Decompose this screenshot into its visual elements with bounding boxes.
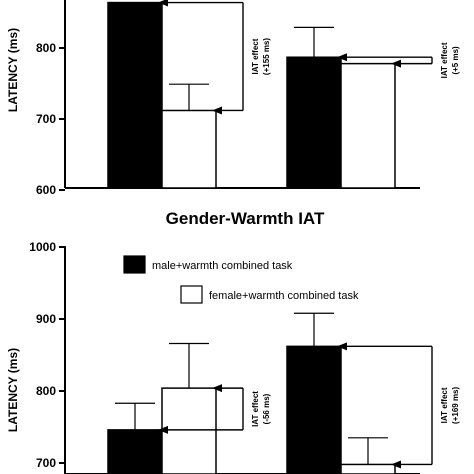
- annotation-arrowhead: [337, 53, 347, 62]
- annotation-arrowhead: [391, 460, 401, 469]
- y-tick-label: 800: [36, 41, 56, 55]
- legend-label: male+warmth combined task: [152, 260, 293, 272]
- annotation-label: IAT effect: [251, 391, 260, 427]
- bar-black: [107, 1, 163, 189]
- y-tick-label: 800: [36, 384, 56, 398]
- y-tick-label: 700: [36, 112, 56, 126]
- y-tick-label: 1000: [29, 240, 56, 254]
- bar-black: [286, 56, 342, 189]
- annotation-value: (+5 ms): [451, 46, 460, 75]
- legend-swatch: [180, 285, 203, 304]
- y-tick-label: 700: [36, 456, 56, 470]
- annotation-label: IAT effect: [440, 387, 449, 423]
- legend-swatch: [123, 255, 146, 274]
- annotation-arrowhead: [158, 425, 168, 434]
- y-axis-label: LATENCY (ms): [6, 28, 20, 112]
- annotation-arrowhead: [391, 59, 401, 68]
- panel-title: Gender-Warmth IAT: [166, 209, 325, 228]
- legend-label: female+warmth combined task: [209, 290, 359, 302]
- bar-white: [340, 463, 396, 474]
- annotation-arrowhead: [212, 106, 222, 115]
- bar-white: [340, 62, 396, 189]
- annotation-value: (+155 ms): [262, 38, 271, 75]
- bar-black: [286, 345, 342, 474]
- annotation-label: IAT effect: [251, 38, 260, 74]
- bar-white: [161, 109, 217, 189]
- bar-black: [107, 429, 163, 474]
- annotation-arrowhead: [158, 0, 168, 7]
- y-tick-label: 900: [36, 312, 56, 326]
- annotation-arrowhead: [337, 342, 347, 351]
- annotation-arrowhead: [212, 384, 222, 393]
- annotation-value: (+169 ms): [451, 387, 460, 424]
- annotation-label: IAT effect: [440, 42, 449, 78]
- annotation-value: (-56 ms): [262, 393, 271, 424]
- bar-white: [161, 387, 217, 474]
- y-tick-label: 600: [36, 183, 56, 197]
- y-axis-label: LATENCY (ms): [6, 348, 20, 432]
